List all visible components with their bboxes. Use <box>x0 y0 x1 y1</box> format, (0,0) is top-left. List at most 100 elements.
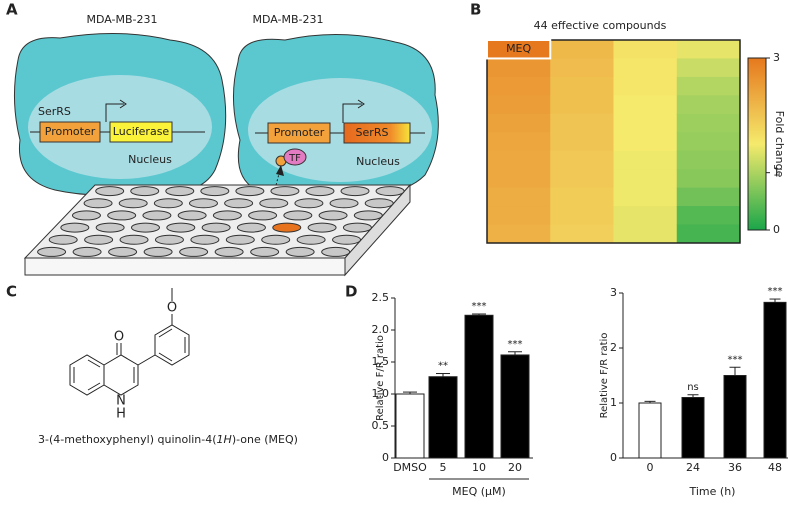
x-tick-label: DMSO <box>393 461 427 474</box>
well <box>248 210 278 221</box>
heat-cell <box>487 150 551 170</box>
name-part: 3-(4-methoxyphenyl) quinolin-4( <box>38 433 217 446</box>
heat-cell <box>487 187 551 207</box>
well <box>143 246 173 257</box>
well <box>340 186 370 197</box>
y-tick-label: 1 <box>610 396 617 409</box>
well <box>166 222 196 233</box>
y-tick-label: 1.5 <box>372 355 390 368</box>
y-tick-label: 0 <box>382 451 389 464</box>
panel-label: C <box>6 283 17 301</box>
well <box>95 222 125 233</box>
heat-cell <box>487 113 551 133</box>
heat-cell <box>550 113 614 133</box>
well <box>321 246 351 257</box>
heat-cell <box>676 95 741 115</box>
promoter-label: Promoter <box>45 125 96 138</box>
well <box>283 210 313 221</box>
well <box>307 222 337 233</box>
bar <box>428 376 458 459</box>
structure <box>69 288 190 396</box>
heat-cell <box>613 150 678 170</box>
well <box>119 234 149 245</box>
atom: N <box>116 394 126 409</box>
highlight-box <box>486 39 552 60</box>
heat-cell <box>487 224 551 244</box>
well <box>212 210 242 221</box>
well <box>165 186 195 197</box>
colorbar-tick-label: 0 <box>773 223 780 236</box>
well <box>130 186 160 197</box>
colorbar <box>747 57 767 231</box>
x-tick-label: 0 <box>647 461 654 474</box>
well <box>224 198 254 209</box>
x-tick-label: 36 <box>728 461 742 474</box>
well <box>37 246 67 257</box>
heat-cell <box>676 40 741 59</box>
reporter-label: Luciferase <box>113 125 170 138</box>
well <box>375 186 405 197</box>
group-label: MEQ (μM) <box>452 485 506 498</box>
heat-cell <box>613 132 678 152</box>
well <box>342 222 372 233</box>
well <box>154 234 184 245</box>
heat-cell <box>487 76 551 96</box>
heat-cell <box>676 132 741 152</box>
y-tick-label: 2 <box>610 341 617 354</box>
heat-cell <box>676 206 741 226</box>
well <box>190 234 220 245</box>
heat-cell <box>613 95 678 115</box>
significance: *** <box>472 301 487 312</box>
atom: O <box>167 301 177 316</box>
cell-title: MDA-MB-231 <box>252 13 323 26</box>
heat-cell <box>613 58 678 78</box>
well <box>305 186 335 197</box>
well <box>48 234 78 245</box>
heat-cell <box>676 150 741 170</box>
bar <box>681 397 705 459</box>
heat-cell <box>676 113 741 133</box>
heat-cell <box>676 187 741 207</box>
bar <box>395 393 425 459</box>
heat-cell <box>487 206 551 226</box>
nucleus-label: Nucleus <box>128 153 172 166</box>
plate-side <box>344 183 411 277</box>
heat-cell <box>550 206 614 226</box>
heat-cell <box>487 95 551 115</box>
x-tick-label: 20 <box>508 461 522 474</box>
well <box>179 246 209 257</box>
well <box>318 210 348 221</box>
heat-cell <box>487 169 551 189</box>
heat-cell <box>613 169 678 189</box>
well <box>236 222 266 233</box>
well <box>201 222 231 233</box>
heat-cell <box>550 150 614 170</box>
well <box>272 222 302 233</box>
heat-cell <box>676 224 741 244</box>
colorbar-tick-label: 1 <box>773 166 780 179</box>
nucleus-label: Nucleus <box>356 155 400 168</box>
heat-cell <box>550 132 614 152</box>
promoter-label: Promoter <box>274 126 325 139</box>
bar <box>763 301 787 459</box>
y-axis-label: Relative F/R ratio <box>599 333 610 419</box>
well <box>95 186 125 197</box>
heat-cell <box>613 187 678 207</box>
well <box>153 198 183 209</box>
panel-label: D <box>345 283 357 301</box>
tf <box>283 148 307 166</box>
well <box>225 234 255 245</box>
well <box>214 246 244 257</box>
heat-cell <box>613 206 678 226</box>
bar <box>723 375 747 459</box>
panel-label: A <box>6 1 18 19</box>
compound-name: 3-(4-methoxyphenyl) quinolin-4(1H)-one (… <box>38 433 298 446</box>
panel-label: B <box>470 1 481 19</box>
heat-cell <box>550 76 614 96</box>
colorbar-tick-label: 3 <box>773 51 780 64</box>
x-tick-label: 48 <box>768 461 782 474</box>
y-tick-label: 1.0 <box>372 387 390 400</box>
y-axis-label: Relative F/R ratio <box>375 335 386 421</box>
y-tick-label: 2.0 <box>372 323 390 336</box>
